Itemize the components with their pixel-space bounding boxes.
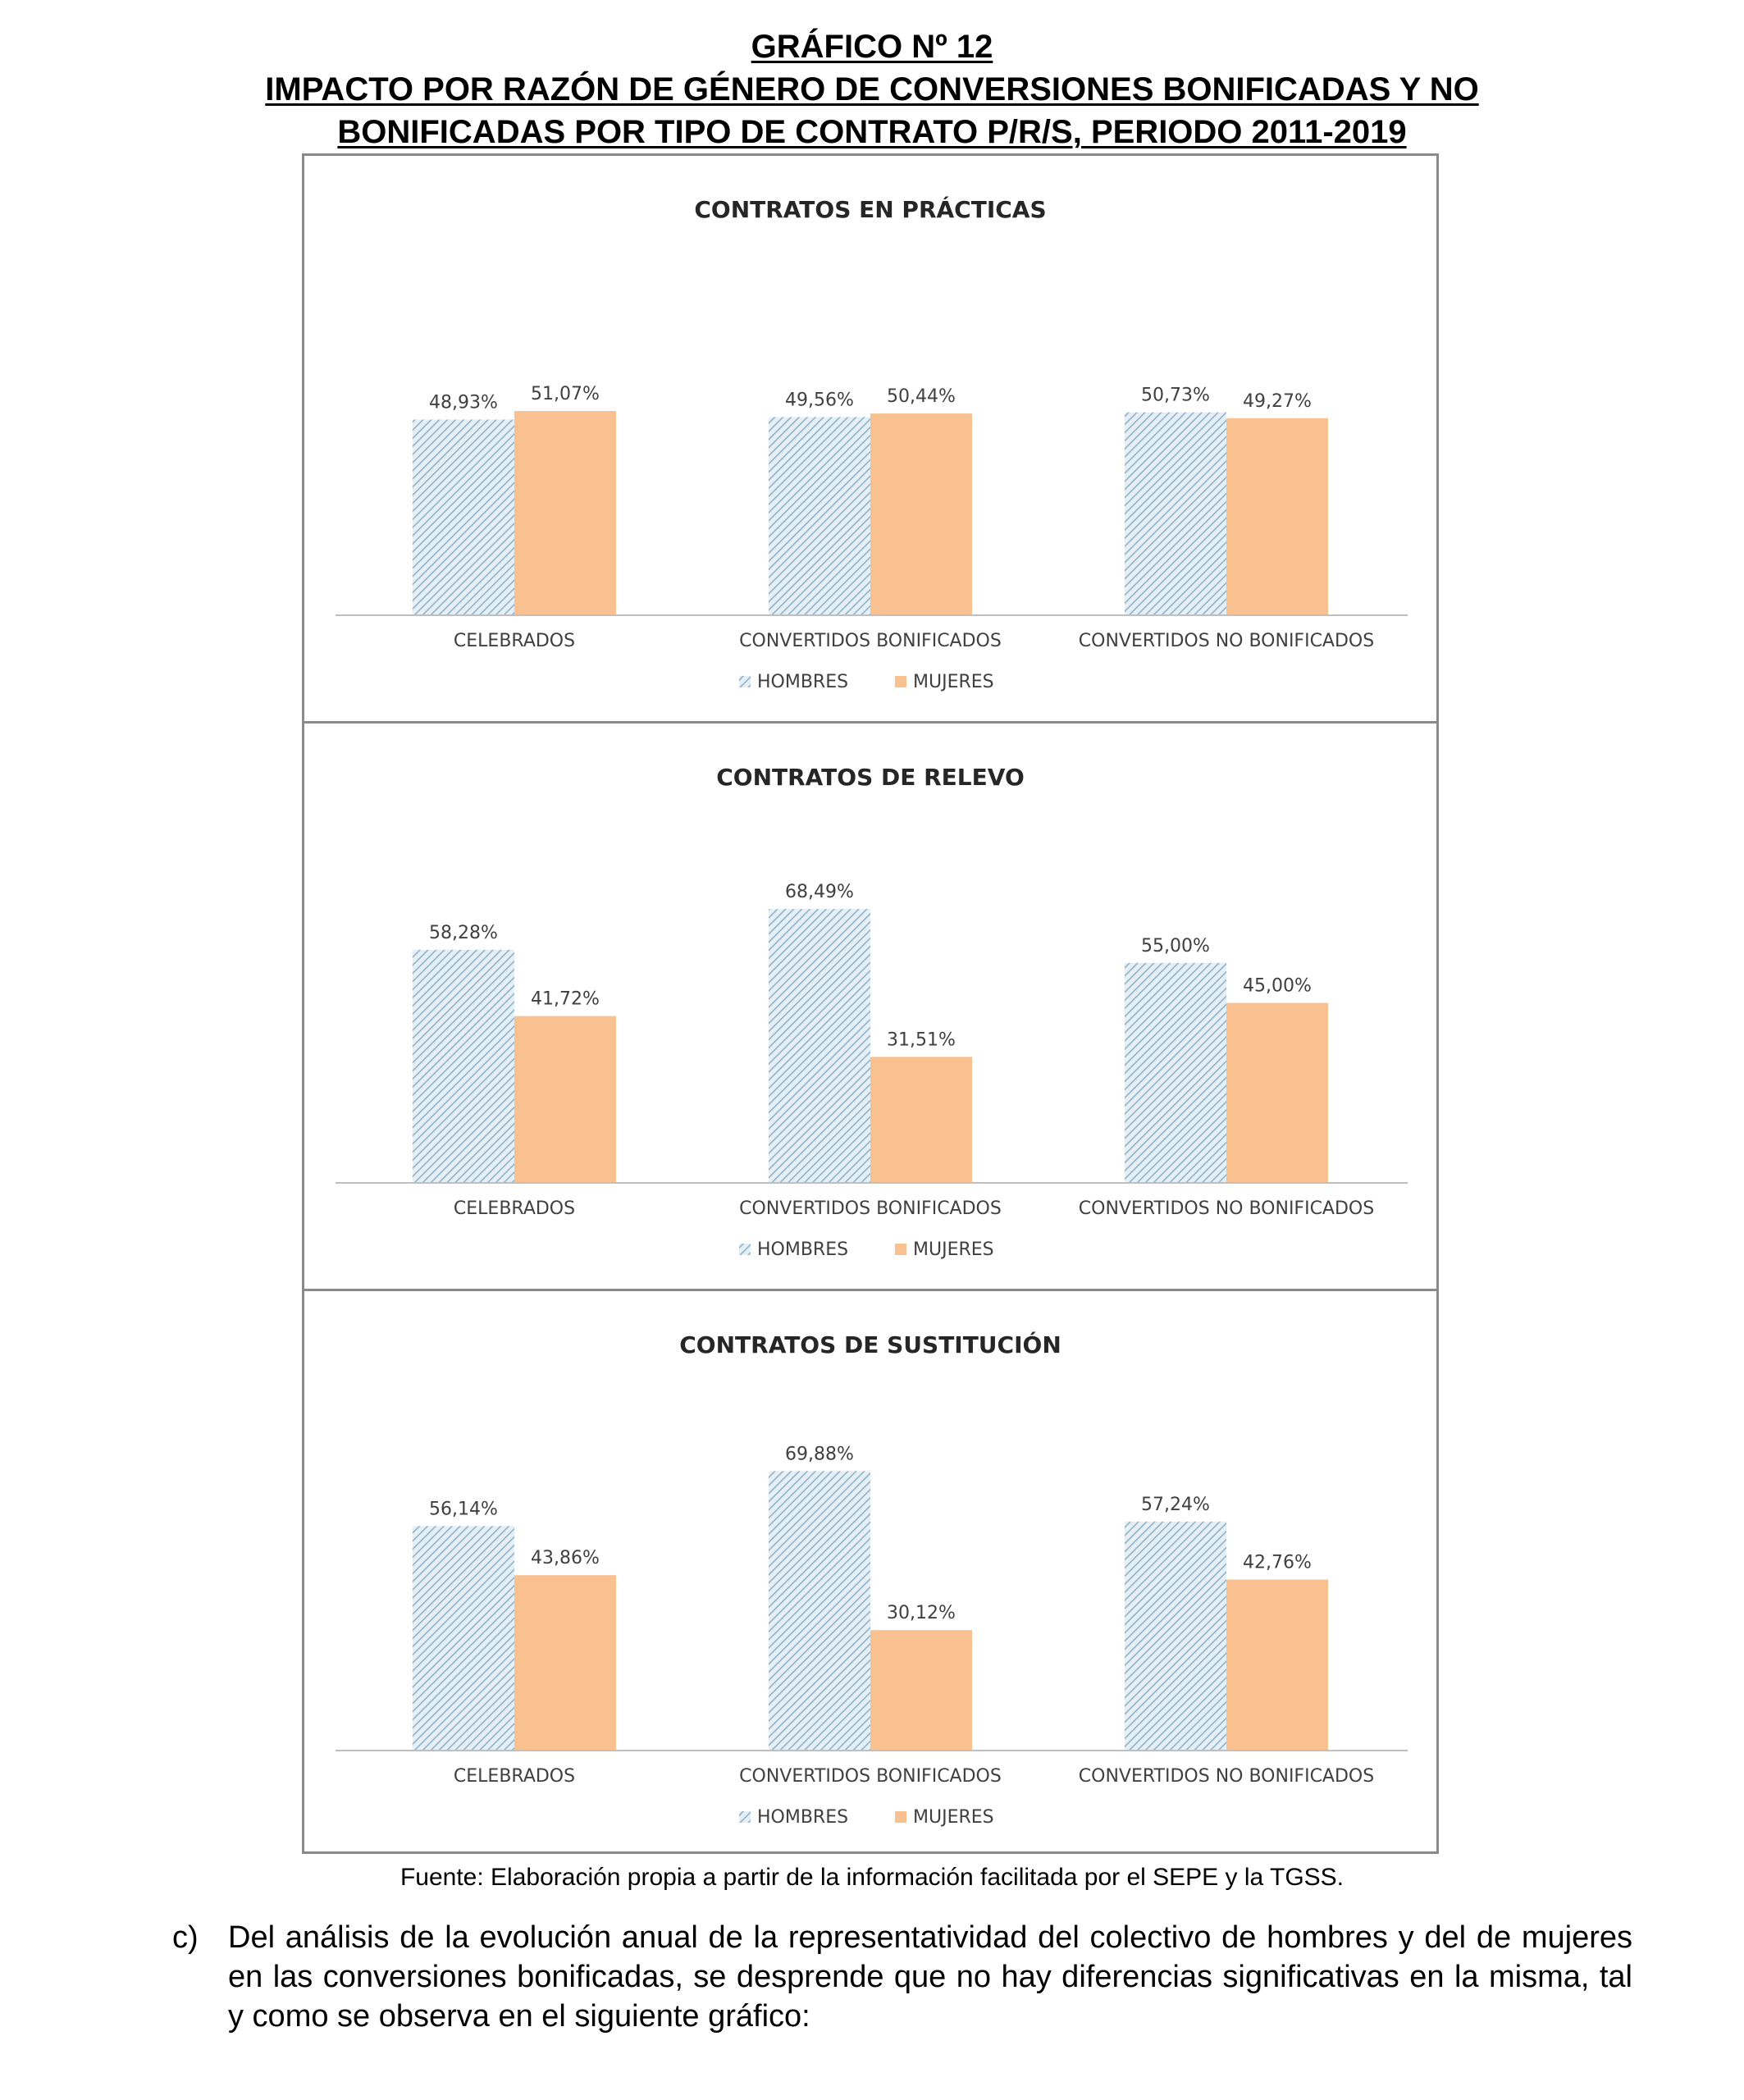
data-label-mujeres-convertidos-bonificados: 50,44% (887, 386, 956, 407)
data-label-hombres-convertidos-bonificados: 68,49% (785, 882, 854, 902)
category-label-convertidos-no-bonificados: CONVERTIDOS NO BONIFICADOS (1079, 631, 1374, 651)
bar-mujeres-celebrados (514, 411, 616, 615)
bar-hombres-convertidos-no-bonificados (1125, 412, 1226, 615)
legend: HOMBRES MUJERES (739, 1239, 994, 1260)
chart-panel-sustitucion: CONTRATOS DE SUSTITUCIÓN 56,14% 43,86% CELE… (304, 1291, 1436, 1857)
bar-mujeres-convertidos-bonificados (870, 1630, 972, 1751)
bar-mujeres-celebrados (514, 1016, 616, 1183)
bar-hombres-convertidos-no-bonificados (1125, 962, 1226, 1183)
paragraph-text: Del análisis de la evolución anual de la… (228, 1920, 1632, 2034)
legend-swatch-mujeres (895, 676, 906, 687)
category-label-celebrados: CELEBRADOS (454, 1766, 575, 1787)
data-label-mujeres-convertidos-bonificados: 31,51% (887, 1029, 956, 1050)
data-label-hombres-celebrados: 56,14% (429, 1499, 498, 1519)
list-marker: c) (172, 1920, 199, 1955)
data-label-hombres-celebrados: 48,93% (429, 392, 498, 413)
data-label-mujeres-convertidos-no-bonificados: 42,76% (1243, 1553, 1312, 1573)
category-label-convertidos-no-bonificados: CONVERTIDOS NO BONIFICADOS (1079, 1766, 1374, 1787)
legend-label-mujeres: MUJERES (913, 1807, 994, 1828)
chart-svg: CONTRATOS DE RELEVO 58,28% 41,72% CELEBRADO… (336, 764, 1408, 1260)
chart-svg: CONTRATOS EN PRÁCTICAS 48,93% 51,07% CELEBR… (336, 195, 1408, 692)
source-note: Fuente: Elaboración propia a partir de l… (399, 1864, 1345, 1891)
data-label-hombres-convertidos-bonificados: 69,88% (785, 1444, 854, 1464)
panel-divider (304, 1289, 1436, 1291)
figure-title-line-1: IMPACTO POR RAZÓN DE GÉNERO DE CONVERSIO… (265, 71, 1479, 107)
bar-mujeres-convertidos-no-bonificados (1226, 1579, 1328, 1751)
bar-mujeres-convertidos-no-bonificados (1226, 418, 1328, 615)
data-label-mujeres-convertidos-no-bonificados: 45,00% (1243, 976, 1312, 997)
bar-hombres-celebrados (413, 1526, 514, 1751)
data-label-hombres-convertidos-bonificados: 49,56% (785, 390, 854, 410)
bar-hombres-convertidos-bonificados (769, 909, 870, 1183)
legend-label-hombres: HOMBRES (757, 1807, 848, 1828)
chart-title: CONTRATOS DE SUSTITUCIÓN (679, 1331, 1061, 1358)
legend: HOMBRES MUJERES (739, 672, 994, 692)
figure-number: GRÁFICO Nº 12 (751, 29, 993, 65)
legend-label-hombres: HOMBRES (757, 1239, 848, 1260)
legend-swatch-mujeres (895, 1811, 906, 1823)
bar-hombres-convertidos-bonificados (769, 417, 870, 615)
data-label-mujeres-celebrados: 51,07% (531, 384, 600, 404)
chart-title: CONTRATOS DE RELEVO (716, 764, 1025, 791)
category-label-celebrados: CELEBRADOS (454, 631, 575, 651)
figure-title-line-2: BONIFICADAS POR TIPO DE CONTRATO P/R/S, … (337, 114, 1407, 150)
chart-frame: CONTRATOS EN PRÁCTICAS 48,93% 51,07% CELEBR… (302, 153, 1439, 1854)
category-label-convertidos-bonificados: CONVERTIDOS BONIFICADOS (739, 631, 1002, 651)
chart-title: CONTRATOS EN PRÁCTICAS (694, 195, 1046, 223)
panel-divider (304, 721, 1436, 724)
category-label-convertidos-bonificados: CONVERTIDOS BONIFICADOS (739, 1766, 1002, 1787)
bar-hombres-convertidos-bonificados (769, 1471, 870, 1751)
chart-panel-practicas: CONTRATOS EN PRÁCTICAS 48,93% 51,07% CELEBR… (304, 156, 1436, 722)
bar-mujeres-convertidos-no-bonificados (1226, 1002, 1328, 1183)
legend: HOMBRES MUJERES (739, 1807, 994, 1828)
bar-mujeres-celebrados (514, 1575, 616, 1751)
category-label-celebrados: CELEBRADOS (454, 1198, 575, 1219)
legend-swatch-hombres (739, 1244, 751, 1255)
legend-label-mujeres: MUJERES (913, 1239, 994, 1260)
data-label-mujeres-celebrados: 41,72% (531, 989, 600, 1010)
data-label-hombres-convertidos-no-bonificados: 57,24% (1141, 1495, 1210, 1515)
category-label-convertidos-no-bonificados: CONVERTIDOS NO BONIFICADOS (1079, 1198, 1374, 1219)
data-label-mujeres-convertidos-no-bonificados: 49,27% (1243, 391, 1312, 412)
legend-label-hombres: HOMBRES (757, 672, 848, 692)
chart-svg: CONTRATOS DE SUSTITUCIÓN 56,14% 43,86% CELE… (336, 1331, 1408, 1828)
data-label-hombres-convertidos-no-bonificados: 50,73% (1141, 386, 1210, 406)
bar-mujeres-convertidos-bonificados (870, 1057, 972, 1183)
data-label-hombres-convertidos-no-bonificados: 55,00% (1141, 936, 1210, 956)
bar-mujeres-convertidos-bonificados (870, 413, 972, 615)
data-label-mujeres-convertidos-bonificados: 30,12% (887, 1603, 956, 1623)
bar-hombres-celebrados (413, 419, 514, 615)
legend-swatch-hombres (739, 1811, 751, 1823)
data-label-hombres-celebrados: 58,28% (429, 923, 498, 943)
bar-hombres-convertidos-no-bonificados (1125, 1521, 1226, 1751)
data-label-mujeres-celebrados: 43,86% (531, 1548, 600, 1568)
bar-hombres-celebrados (413, 949, 514, 1183)
legend-swatch-hombres (739, 676, 751, 687)
legend-swatch-mujeres (895, 1244, 906, 1255)
legend-label-mujeres: MUJERES (913, 672, 994, 692)
category-label-convertidos-bonificados: CONVERTIDOS BONIFICADOS (739, 1198, 1002, 1219)
chart-panel-relevo: CONTRATOS DE RELEVO 58,28% 41,72% CELEBRADO… (304, 724, 1436, 1290)
